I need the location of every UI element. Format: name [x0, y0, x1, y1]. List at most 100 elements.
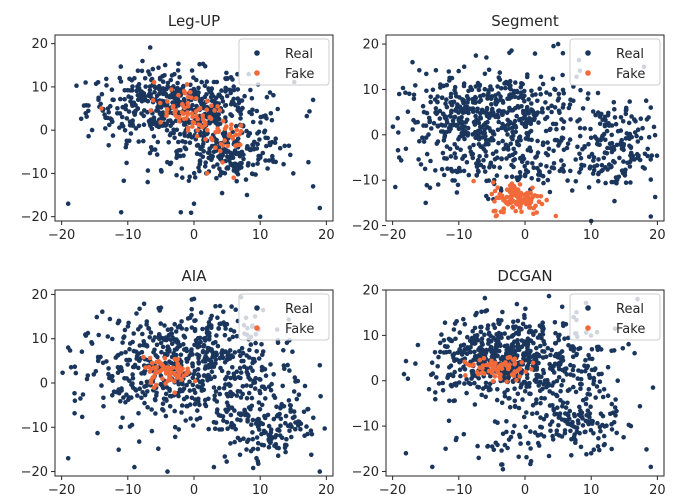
point-fake — [200, 113, 205, 118]
point-real — [96, 95, 101, 101]
point-real — [224, 459, 229, 464]
point-real — [449, 168, 455, 174]
point-real — [249, 422, 254, 428]
point-real — [127, 378, 132, 384]
point-real — [525, 366, 530, 371]
point-fake — [495, 370, 501, 375]
point-real — [291, 409, 297, 414]
point-real — [215, 343, 221, 349]
point-real — [534, 345, 539, 351]
point-fake — [170, 105, 176, 110]
point-real — [441, 172, 447, 178]
point-real — [251, 146, 257, 152]
point-real — [619, 137, 624, 143]
point-real — [223, 76, 228, 81]
point-fake — [213, 145, 218, 150]
point-real — [554, 411, 559, 417]
point-real — [475, 384, 480, 390]
point-real — [216, 144, 222, 150]
point-real — [141, 301, 147, 307]
point-real — [194, 143, 200, 148]
point-real — [556, 91, 562, 97]
point-real — [523, 324, 529, 330]
point-real — [410, 127, 416, 132]
point-real — [196, 373, 202, 379]
point-real — [514, 113, 519, 119]
y-tick-label: 0 — [40, 124, 48, 139]
point-real — [184, 382, 189, 388]
point-real — [560, 400, 566, 406]
point-real — [482, 71, 488, 77]
point-real — [191, 86, 197, 92]
point-real — [654, 153, 660, 158]
point-real — [155, 139, 161, 145]
point-real — [446, 418, 452, 424]
point-real — [410, 59, 415, 65]
point-real — [173, 329, 179, 334]
point-real — [540, 355, 546, 360]
point-real — [505, 445, 510, 451]
point-real — [588, 451, 594, 456]
point-fake — [238, 128, 244, 134]
point-real — [146, 326, 152, 331]
point-fake — [509, 372, 515, 377]
point-real — [608, 163, 614, 169]
y-tick-label: −20 — [21, 210, 48, 225]
point-real — [602, 122, 608, 127]
legend-marker-real — [254, 305, 260, 311]
point-real — [454, 190, 460, 195]
point-real — [533, 155, 538, 160]
point-real — [187, 388, 193, 393]
point-real — [586, 185, 592, 190]
point-real — [242, 364, 247, 370]
point-real — [273, 442, 279, 447]
point-real — [126, 397, 131, 403]
point-fake — [181, 111, 186, 116]
point-real — [477, 82, 483, 88]
point-real — [555, 405, 560, 411]
point-fake — [213, 129, 218, 135]
point-real — [219, 88, 224, 93]
point-real — [121, 178, 127, 184]
point-real — [79, 414, 85, 420]
point-real — [197, 162, 203, 167]
point-real — [424, 151, 430, 157]
point-real — [652, 194, 658, 200]
point-real — [645, 146, 650, 152]
point-real — [423, 200, 429, 206]
point-real — [108, 116, 113, 121]
point-real — [478, 324, 483, 330]
point-real — [437, 116, 443, 121]
point-real — [479, 309, 484, 315]
point-real — [147, 121, 153, 126]
point-fake — [519, 209, 524, 214]
point-real — [277, 145, 283, 151]
point-real — [141, 339, 146, 344]
point-real — [587, 415, 592, 420]
point-real — [612, 115, 618, 120]
point-real — [235, 105, 241, 110]
point-real — [622, 173, 628, 178]
point-real — [283, 449, 288, 455]
point-real — [158, 105, 164, 110]
point-real — [207, 337, 212, 342]
y-tick-label: −20 — [352, 219, 379, 234]
point-real — [202, 83, 208, 89]
point-real — [141, 93, 147, 98]
point-real — [189, 325, 195, 330]
point-real — [102, 112, 107, 117]
point-real — [148, 145, 154, 150]
point-real — [250, 436, 256, 442]
point-real — [648, 464, 654, 470]
point-real — [433, 106, 439, 111]
point-real — [476, 87, 482, 93]
point-fake — [215, 126, 220, 131]
point-real — [599, 371, 604, 377]
point-real — [115, 320, 121, 326]
point-real — [512, 94, 518, 100]
point-real — [196, 361, 202, 366]
point-real — [444, 344, 449, 350]
point-real — [127, 346, 132, 352]
point-real — [540, 173, 546, 179]
point-fake — [194, 113, 199, 119]
